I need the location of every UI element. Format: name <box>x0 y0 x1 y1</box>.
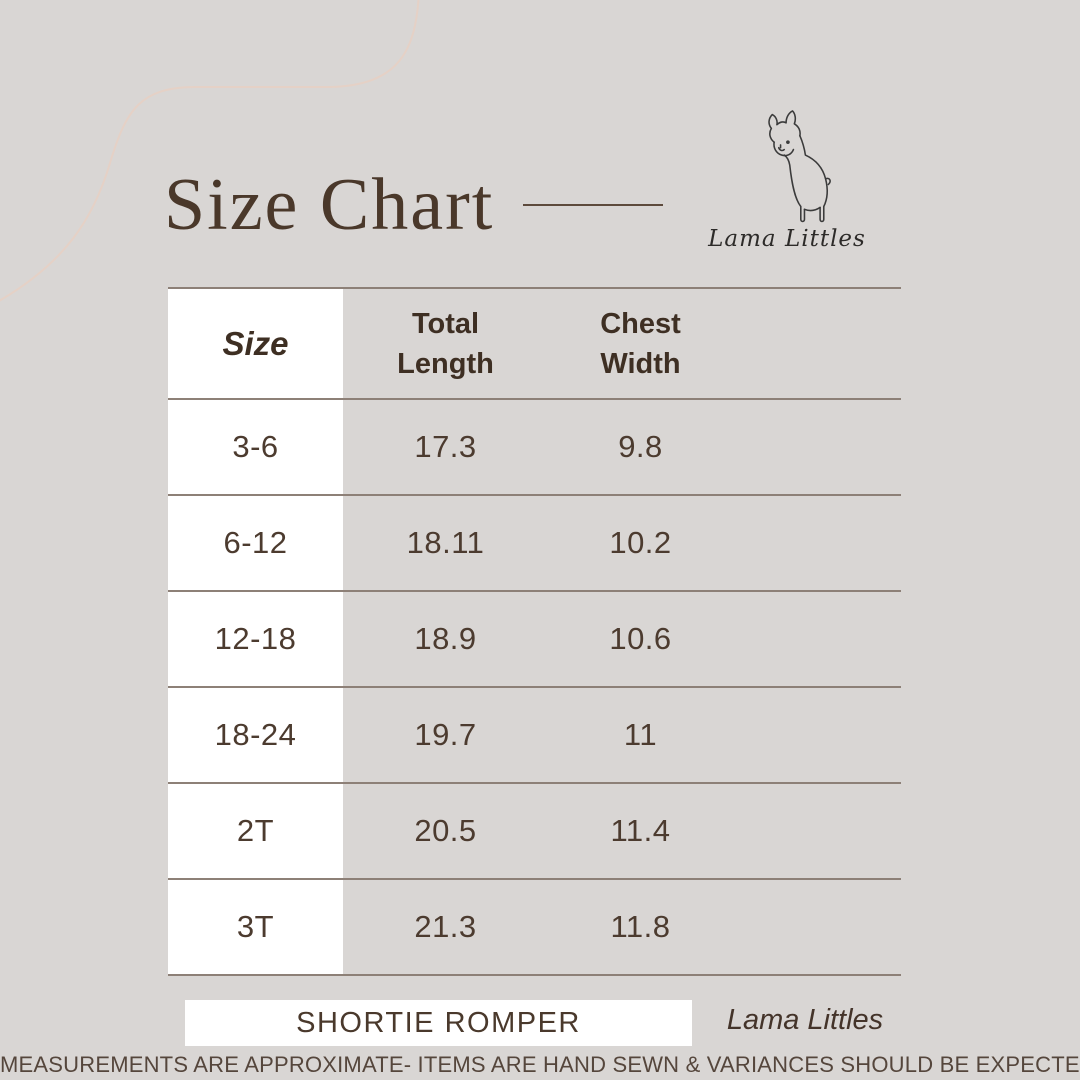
size-cell: 2T <box>236 813 275 848</box>
title-dash-line <box>523 204 663 206</box>
total-length-cell: 21.3 <box>414 909 477 944</box>
table-row: 6-12 18.11 10.2 <box>168 494 901 590</box>
row-spacer <box>733 688 901 782</box>
total-length-cell: 18.9 <box>414 621 477 656</box>
chest-width-cell: 11.4 <box>610 813 671 848</box>
size-cell: 18-24 <box>214 717 297 752</box>
total-length-cell: 18.11 <box>406 525 485 560</box>
page-title: Size Chart <box>164 164 495 246</box>
header-spacer <box>733 289 901 398</box>
chest-width-cell: 10.2 <box>609 525 672 560</box>
product-name-box: SHORTIE ROMPER <box>185 1000 692 1046</box>
column-header-chest-width: Chest Width <box>600 307 681 380</box>
size-cell: 3-6 <box>232 429 279 464</box>
product-name: SHORTIE ROMPER <box>296 1006 581 1039</box>
table-header-row: Size Total Length Chest Width <box>168 287 901 398</box>
total-length-cell: 19.7 <box>414 717 477 752</box>
size-column-background <box>168 287 343 974</box>
table-row: 12-18 18.9 10.6 <box>168 590 901 686</box>
row-spacer <box>733 592 901 686</box>
size-cell: 12-18 <box>214 621 297 656</box>
brand-name-script: Lama Littles <box>708 226 866 252</box>
total-length-cell: 20.5 <box>414 813 477 848</box>
column-header-total-length: Total Length <box>397 307 494 380</box>
row-spacer <box>733 880 901 974</box>
column-header-size: Size <box>222 324 289 362</box>
brand-logo-block: Lama Littles <box>697 110 877 252</box>
brand-name-footer: Lama Littles <box>726 1004 884 1036</box>
chest-width-cell: 10.6 <box>609 621 672 656</box>
row-spacer <box>733 496 901 590</box>
total-length-cell: 17.3 <box>414 429 477 464</box>
chest-width-cell: 11 <box>623 717 658 752</box>
chest-width-cell: 11.8 <box>610 909 671 944</box>
row-spacer <box>733 784 901 878</box>
table-row: 3-6 17.3 9.8 <box>168 398 901 494</box>
size-cell: 3T <box>236 909 275 944</box>
table-row: 2T 20.5 11.4 <box>168 782 901 878</box>
size-table: Size Total Length Chest Width 3-6 17.3 9… <box>168 287 901 976</box>
row-spacer <box>733 400 901 494</box>
table-row: 18-24 19.7 11 <box>168 686 901 782</box>
chest-width-cell: 9.8 <box>618 429 663 464</box>
table-row: 3T 21.3 11.8 <box>168 878 901 974</box>
alpaca-logo-icon <box>768 110 831 223</box>
size-cell: 6-12 <box>223 525 288 560</box>
disclaimer-text: MEASUREMENTS ARE APPROXIMATE- ITEMS ARE … <box>0 1052 1080 1077</box>
